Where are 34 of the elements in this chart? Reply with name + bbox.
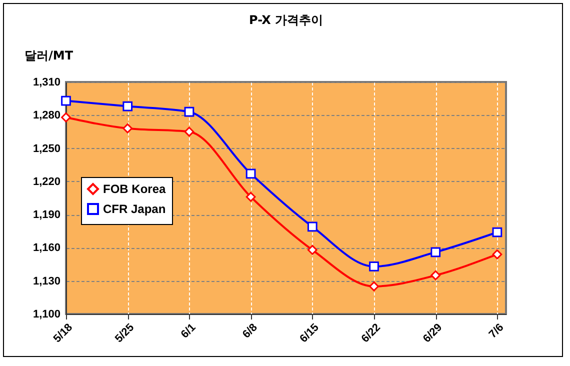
y-tick-label: 1,160: [32, 242, 60, 254]
point: [246, 192, 256, 202]
point: [430, 270, 441, 280]
chart-title: P-X 가격추이: [248, 13, 324, 27]
point: [307, 244, 318, 255]
point: [61, 112, 71, 122]
x-tick-label: 7/6: [486, 322, 506, 341]
x-tick-label: 6/22: [359, 322, 383, 346]
y-tick-label: 1,130: [32, 275, 60, 288]
y-tick-label: 1,100: [32, 308, 60, 320]
x-tick-label: 5/18: [51, 322, 75, 346]
point: [61, 96, 71, 106]
y-tick-label: 1,310: [32, 76, 60, 88]
y-tick-label: 1,280: [32, 110, 60, 122]
point: [430, 247, 441, 258]
x-tick-label: 6/29: [420, 322, 445, 346]
point: [369, 262, 379, 272]
point: [184, 126, 194, 137]
point: [184, 106, 194, 117]
point: [492, 227, 502, 238]
y-axis-title: 달러/MT: [24, 48, 74, 62]
y-tick-label: 1,220: [32, 176, 60, 188]
point: [122, 101, 133, 112]
y-tick-label: 1,190: [32, 209, 60, 222]
x-tick-label: 6/1: [178, 322, 198, 341]
y-tick-label: 1,250: [32, 142, 60, 155]
point: [246, 168, 256, 179]
legend-label: FOB Korea: [103, 182, 166, 196]
point: [369, 281, 379, 292]
legend-label: CFR Japan: [103, 202, 166, 216]
point: [307, 222, 318, 232]
x-tick-label: 6/8: [240, 322, 260, 341]
point: [122, 123, 133, 134]
point: [492, 249, 502, 260]
